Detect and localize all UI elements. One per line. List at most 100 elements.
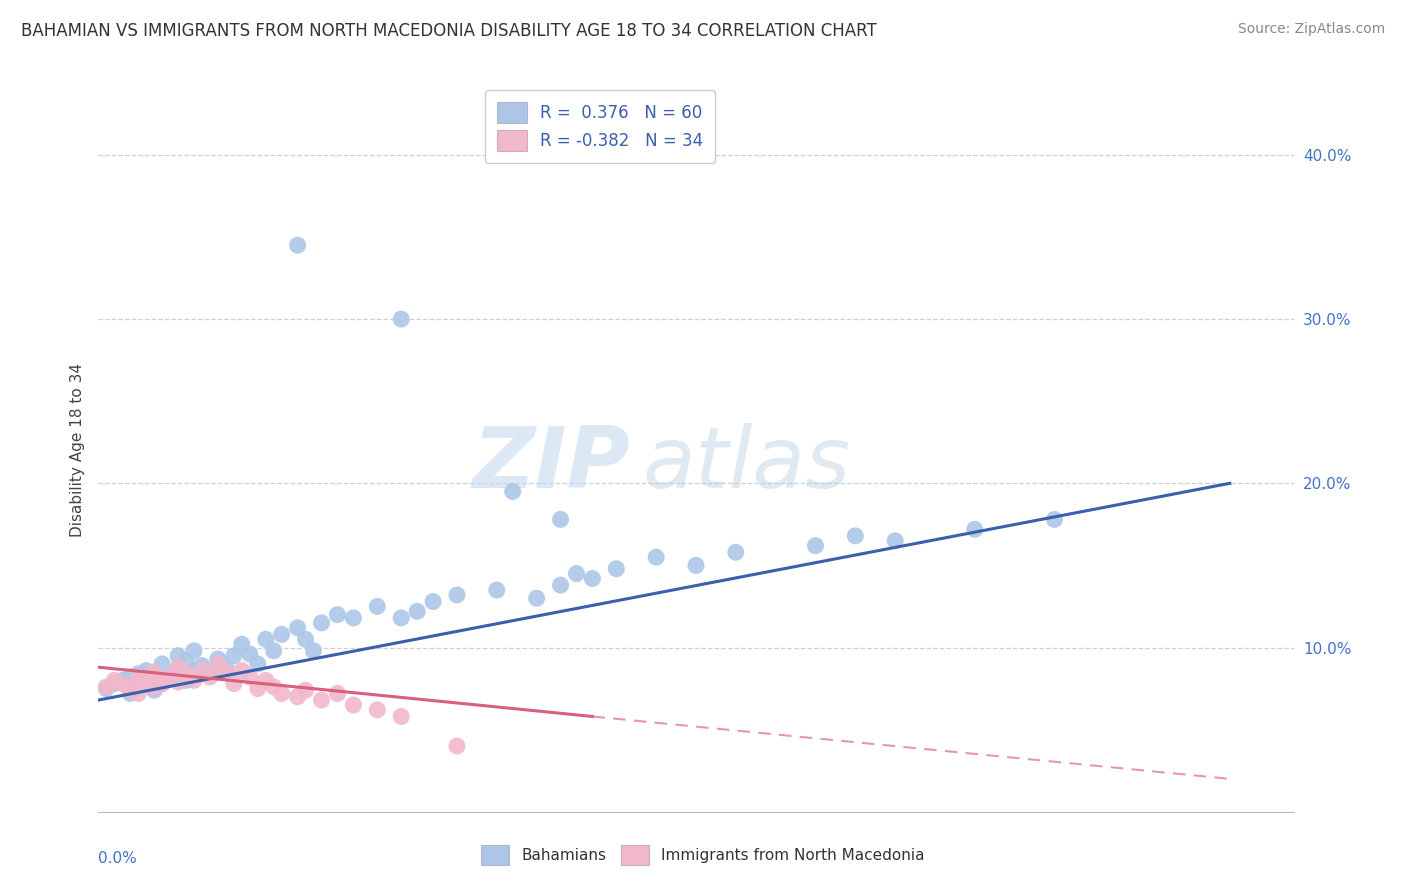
Point — [167, 662, 190, 676]
Point — [326, 686, 349, 700]
Point — [222, 648, 245, 663]
Point — [502, 484, 524, 499]
Point — [550, 578, 572, 592]
Point — [191, 664, 214, 678]
Point — [111, 676, 134, 690]
Point — [287, 238, 309, 252]
Point — [550, 512, 572, 526]
Point — [174, 666, 197, 681]
Point — [422, 594, 444, 608]
Point — [96, 681, 118, 696]
Y-axis label: Disability Age 18 to 34: Disability Age 18 to 34 — [69, 363, 84, 538]
Point — [135, 675, 157, 690]
Point — [127, 686, 149, 700]
Point — [485, 582, 508, 597]
Point — [311, 615, 333, 630]
Point — [254, 632, 277, 647]
Point — [183, 664, 205, 678]
Point — [287, 621, 309, 635]
Point — [246, 681, 269, 696]
Point — [294, 683, 316, 698]
Point — [366, 599, 388, 614]
Point — [135, 673, 157, 688]
Point — [198, 670, 221, 684]
Point — [127, 670, 149, 684]
Point — [207, 652, 229, 666]
Point — [103, 676, 125, 690]
Point — [963, 522, 986, 536]
Point — [143, 683, 166, 698]
Point — [103, 673, 125, 688]
Text: BAHAMIAN VS IMMIGRANTS FROM NORTH MACEDONIA DISABILITY AGE 18 TO 34 CORRELATION : BAHAMIAN VS IMMIGRANTS FROM NORTH MACEDO… — [21, 22, 877, 40]
Point — [191, 658, 214, 673]
Point — [311, 693, 333, 707]
Point — [605, 562, 627, 576]
Point — [143, 680, 166, 694]
Point — [270, 686, 292, 700]
Point — [239, 647, 262, 661]
Point — [326, 607, 349, 622]
Point — [342, 698, 364, 712]
Point — [263, 680, 285, 694]
Point — [120, 686, 142, 700]
Point — [215, 665, 238, 680]
Point — [446, 588, 468, 602]
Point — [215, 660, 238, 674]
Point — [174, 654, 197, 668]
Point — [159, 670, 181, 684]
Point — [1043, 512, 1066, 526]
Point — [198, 665, 221, 680]
Point — [263, 644, 285, 658]
Point — [143, 668, 166, 682]
Point — [150, 676, 173, 690]
Point — [183, 673, 205, 688]
Point — [884, 533, 907, 548]
Point — [270, 627, 292, 641]
Text: ZIP: ZIP — [472, 424, 630, 507]
Point — [96, 680, 118, 694]
Point — [135, 664, 157, 678]
Point — [239, 670, 262, 684]
Point — [127, 680, 149, 694]
Point — [389, 312, 412, 326]
Point — [127, 666, 149, 681]
Point — [167, 660, 190, 674]
Point — [645, 550, 668, 565]
Point — [342, 611, 364, 625]
Point — [246, 657, 269, 671]
Point — [287, 690, 309, 704]
Point — [685, 558, 707, 573]
Point — [167, 648, 190, 663]
Text: atlas: atlas — [643, 424, 851, 507]
Point — [120, 681, 142, 696]
Point — [302, 644, 325, 658]
Point — [526, 591, 548, 606]
Legend: R =  0.376   N = 60, R = -0.382   N = 34: R = 0.376 N = 60, R = -0.382 N = 34 — [485, 90, 716, 163]
Point — [143, 665, 166, 680]
Point — [159, 670, 181, 684]
Point — [446, 739, 468, 753]
Text: 0.0%: 0.0% — [98, 852, 138, 866]
Point — [231, 637, 253, 651]
Point — [120, 670, 142, 684]
Text: Source: ZipAtlas.com: Source: ZipAtlas.com — [1237, 22, 1385, 37]
Point — [150, 676, 173, 690]
Point — [167, 675, 190, 690]
Point — [844, 529, 866, 543]
Point — [231, 664, 253, 678]
Point — [565, 566, 588, 581]
Point — [111, 673, 134, 688]
Point — [294, 632, 316, 647]
Point — [174, 673, 197, 688]
Point — [406, 604, 429, 618]
Point — [207, 657, 229, 671]
Point — [581, 572, 603, 586]
Point — [183, 644, 205, 658]
Point — [389, 709, 412, 723]
Point — [254, 673, 277, 688]
Point — [724, 545, 747, 559]
Legend: Bahamians, Immigrants from North Macedonia: Bahamians, Immigrants from North Macedon… — [475, 839, 931, 871]
Point — [150, 657, 173, 671]
Point — [389, 611, 412, 625]
Point — [222, 676, 245, 690]
